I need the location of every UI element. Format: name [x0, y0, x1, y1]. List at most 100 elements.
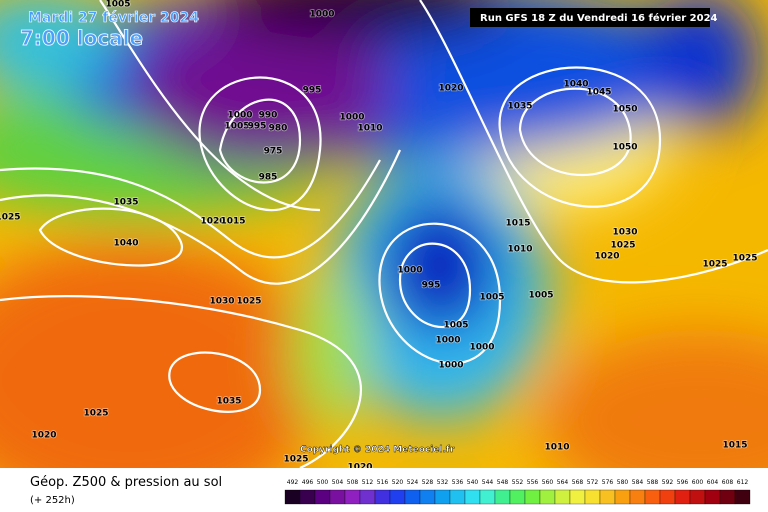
scale-label: 584 — [632, 479, 644, 486]
isobar-label: 1020 — [347, 463, 372, 473]
scale-swatch — [494, 489, 511, 505]
scale-swatch — [584, 489, 601, 505]
scale-label: 520 — [392, 479, 404, 486]
isobar-label: 1025 — [732, 254, 757, 264]
isobar-label: 1040 — [563, 80, 588, 90]
scale-swatch — [704, 489, 721, 505]
isobar-label: 1035 — [113, 198, 138, 208]
isobar-label: 1015 — [505, 219, 530, 229]
isobar-label: 1020 — [200, 217, 225, 227]
lead-time: (+ 252h) — [30, 495, 75, 506]
isobar-label: 1000 — [435, 336, 460, 346]
isobar-label: 1005 — [528, 291, 553, 301]
footer-title: Géop. Z500 & pression au sol — [30, 475, 222, 490]
scale-label: 608 — [722, 479, 734, 486]
isobar-label: 1035 — [216, 397, 241, 407]
scale-swatch — [509, 489, 526, 505]
isobar-label: 990 — [259, 111, 278, 121]
scale-label: 536 — [452, 479, 464, 486]
scale-label: 560 — [542, 479, 554, 486]
isobar-label: 1010 — [507, 245, 532, 255]
scale-swatch — [644, 489, 661, 505]
scale-swatch — [719, 489, 736, 505]
scale-swatch — [284, 489, 301, 505]
scale-label: 576 — [602, 479, 614, 486]
scale-swatch — [314, 489, 331, 505]
isobar-label: 980 — [269, 124, 288, 134]
scale-label: 540 — [467, 479, 479, 486]
isobar-label: 1000 — [339, 113, 364, 123]
scale-swatch — [554, 489, 571, 505]
scale-swatch — [299, 489, 316, 505]
isobar-label: 1030 — [612, 228, 637, 238]
scale-label: 556 — [527, 479, 539, 486]
scale-swatch — [524, 489, 541, 505]
run-label: Run GFS 18 Z du Vendredi 16 février 2024 — [480, 12, 718, 24]
scale-label: 504 — [332, 479, 344, 486]
scale-label: 516 — [377, 479, 389, 486]
scale-label: 564 — [557, 479, 569, 486]
isobar-label: 1000 — [438, 361, 463, 371]
scale-swatch — [569, 489, 586, 505]
scale-swatch — [479, 489, 496, 505]
scale-swatch — [374, 489, 391, 505]
isobar-label: 1010 — [544, 443, 569, 453]
scale-swatch — [599, 489, 616, 505]
scale-swatch — [659, 489, 676, 505]
scale-swatch — [464, 489, 481, 505]
scale-label: 544 — [482, 479, 494, 486]
isobar-label: 1000 — [469, 343, 494, 353]
isobar-label: 985 — [259, 173, 278, 183]
scale-label: 548 — [497, 479, 509, 486]
isobar-label: 1025 — [702, 260, 727, 270]
scale-swatch — [359, 489, 376, 505]
scale-swatch — [614, 489, 631, 505]
scale-swatch — [404, 489, 421, 505]
scale-label: 568 — [572, 479, 584, 486]
scale-label: 552 — [512, 479, 524, 486]
scale-label: 492 — [287, 479, 299, 486]
time-label: 7:00 locale — [20, 26, 143, 50]
isobar-label: 1025 — [283, 455, 308, 465]
scale-swatch — [674, 489, 691, 505]
scale-swatch — [344, 489, 361, 505]
scale-swatch — [449, 489, 466, 505]
isobar-label: 1025 — [610, 241, 635, 251]
isobar-label: 1005 — [105, 0, 130, 10]
scale-label: 508 — [347, 479, 359, 486]
isobar-label: 1010 — [357, 124, 382, 134]
isobar-label: 1025 — [0, 213, 21, 223]
color-scale: 492 496 500 504 508 512 516 520 524 528 532 536 540 5… — [284, 479, 751, 505]
date-label: Mardi 27 février 2024 — [28, 10, 199, 26]
isobar-label: 1030 — [209, 297, 234, 307]
scale-label: 592 — [662, 479, 674, 486]
isobar-label: 1025 — [83, 409, 108, 419]
isobar-label: 975 — [264, 147, 283, 157]
scale-label: 580 — [617, 479, 629, 486]
scale-label: 604 — [707, 479, 719, 486]
scale-label: 612 — [737, 479, 749, 486]
isobar-label: 1035 — [507, 102, 532, 112]
scale-swatch — [539, 489, 556, 505]
scale-label: 596 — [677, 479, 689, 486]
isobar-label: 1045 — [586, 88, 611, 98]
scale-label: 500 — [317, 479, 329, 486]
isobar-label: 1050 — [612, 143, 637, 153]
isobar-label: 1015 — [722, 441, 747, 451]
scale-label: 600 — [692, 479, 704, 486]
scale-swatch — [434, 489, 451, 505]
scale-label: 572 — [587, 479, 599, 486]
scale-label: 496 — [302, 479, 314, 486]
isobar-label: 1015 — [220, 217, 245, 227]
isobars — [0, 0, 768, 468]
scale-swatch — [734, 489, 751, 505]
scale-swatch — [389, 489, 406, 505]
isobar-label: 1025 — [236, 297, 261, 307]
scale-swatch — [419, 489, 436, 505]
scale-swatch — [329, 489, 346, 505]
isobar-label: 1020 — [438, 84, 463, 94]
isobar-label: 1020 — [31, 431, 56, 441]
